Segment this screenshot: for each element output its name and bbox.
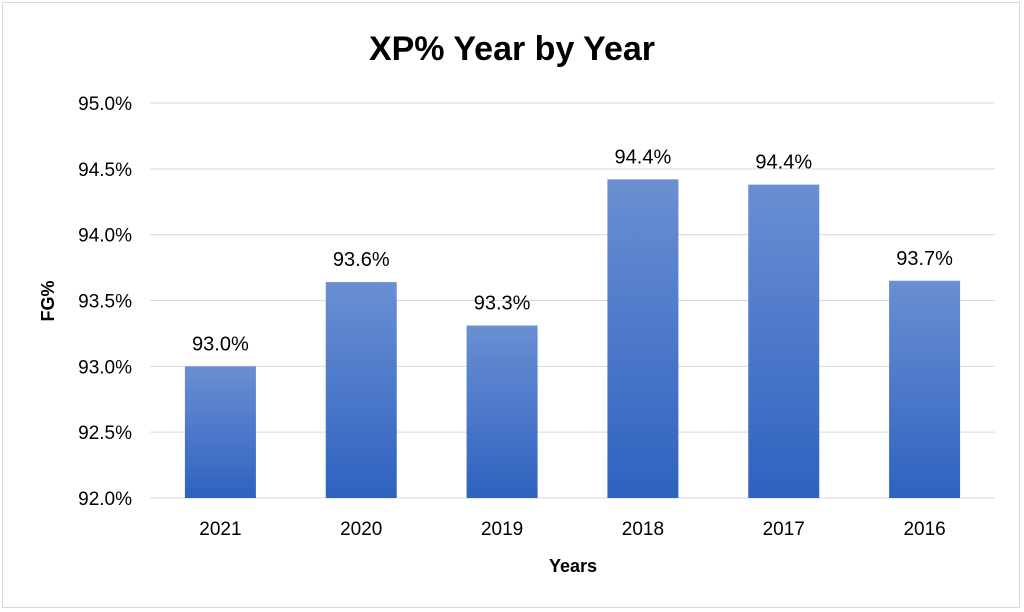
bar-2020 xyxy=(325,282,397,498)
y-tick-label: 92.0% xyxy=(78,489,132,510)
x-tick-label: 2020 xyxy=(340,519,382,540)
bar-2019 xyxy=(466,325,538,498)
x-tick-label: 2017 xyxy=(763,519,805,540)
gridlines xyxy=(150,102,995,499)
bar-2021 xyxy=(184,366,256,498)
bar-2017 xyxy=(748,184,820,498)
data-label-2018: 94.4% xyxy=(615,146,672,168)
data-labels: 93.0% 93.6% 93.3% 94.4% 94.4% 93.7% xyxy=(192,146,953,355)
data-label-2019: 93.3% xyxy=(474,293,531,315)
y-tick-label: 94.5% xyxy=(78,160,132,181)
data-label-2016: 93.7% xyxy=(896,248,953,270)
bar-2016 xyxy=(889,280,961,498)
y-tick-label: 93.0% xyxy=(78,357,132,378)
bar-2018 xyxy=(607,179,679,498)
y-axis-ticks: 92.0% 92.5% 93.0% 93.5% 94.0% 94.5% 95.0% xyxy=(78,94,132,510)
data-label-2017: 94.4% xyxy=(755,152,812,174)
x-tick-label: 2021 xyxy=(199,519,241,540)
y-tick-label: 94.0% xyxy=(78,226,132,247)
y-axis-title: FG% xyxy=(38,280,58,321)
x-axis-ticks: 2021 2020 2019 2018 2017 2016 xyxy=(199,519,945,540)
y-tick-label: 95.0% xyxy=(78,94,132,115)
x-tick-label: 2019 xyxy=(481,519,523,540)
data-label-2020: 93.6% xyxy=(333,249,390,271)
x-tick-label: 2018 xyxy=(622,519,664,540)
y-tick-label: 92.5% xyxy=(78,423,132,444)
x-axis-title: Years xyxy=(549,556,597,576)
y-tick-label: 93.5% xyxy=(78,292,132,313)
bars xyxy=(184,179,961,498)
chart-title: XP% Year by Year xyxy=(369,30,655,68)
x-tick-label: 2016 xyxy=(903,519,945,540)
data-label-2021: 93.0% xyxy=(192,333,249,355)
